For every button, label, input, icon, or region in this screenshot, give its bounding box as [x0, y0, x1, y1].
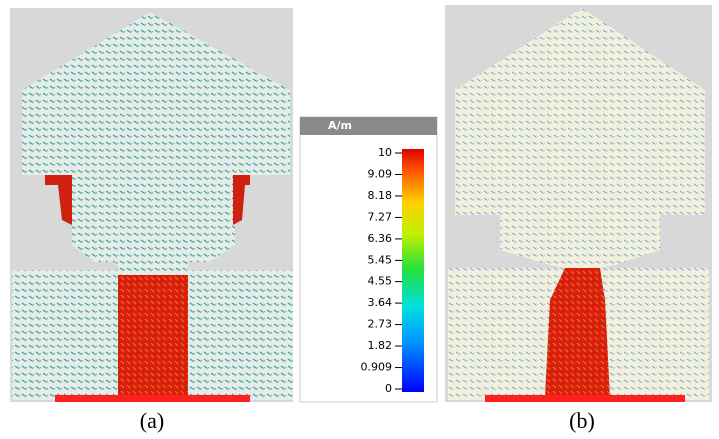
colorbar-tick-label: 4.55 — [368, 275, 393, 288]
colorbar-tick-label: 8.18 — [368, 189, 393, 202]
colorbar-tick-label: 2.73 — [368, 318, 393, 331]
colorbar-panel: A/m 10 9.09 8.18 7.27 6.36 5.45 4.55 3.64 2.73 1.… — [300, 117, 437, 402]
figure: A/m 10 9.09 8.18 7.27 6.36 5.45 4.55 3.64 2.73 1.… — [0, 0, 719, 439]
colorbar-tick-label: 1.82 — [368, 339, 393, 352]
colorbar-tick-label: 9.09 — [368, 167, 393, 180]
colorbar-tick-label: 10 — [378, 146, 392, 159]
colorbar-tick-label: 0.909 — [361, 361, 393, 374]
panel-b — [445, 5, 712, 402]
colorbar-tick-label: 0 — [385, 382, 392, 395]
caption: (b) — [569, 408, 595, 433]
colorbar-tick-label: 5.45 — [368, 253, 393, 266]
colorbar-tick-label: 3.64 — [368, 296, 393, 309]
caption: (a) — [140, 408, 164, 433]
panel-a — [10, 8, 293, 402]
page: {"colorbar": {"unit": "A/m", "ticks": [1… — [0, 0, 719, 439]
colorbar-tick-label: 7.27 — [368, 210, 393, 223]
colorbar-unit: A/m — [328, 119, 352, 132]
colorbar-tick-label: 6.36 — [368, 232, 393, 245]
